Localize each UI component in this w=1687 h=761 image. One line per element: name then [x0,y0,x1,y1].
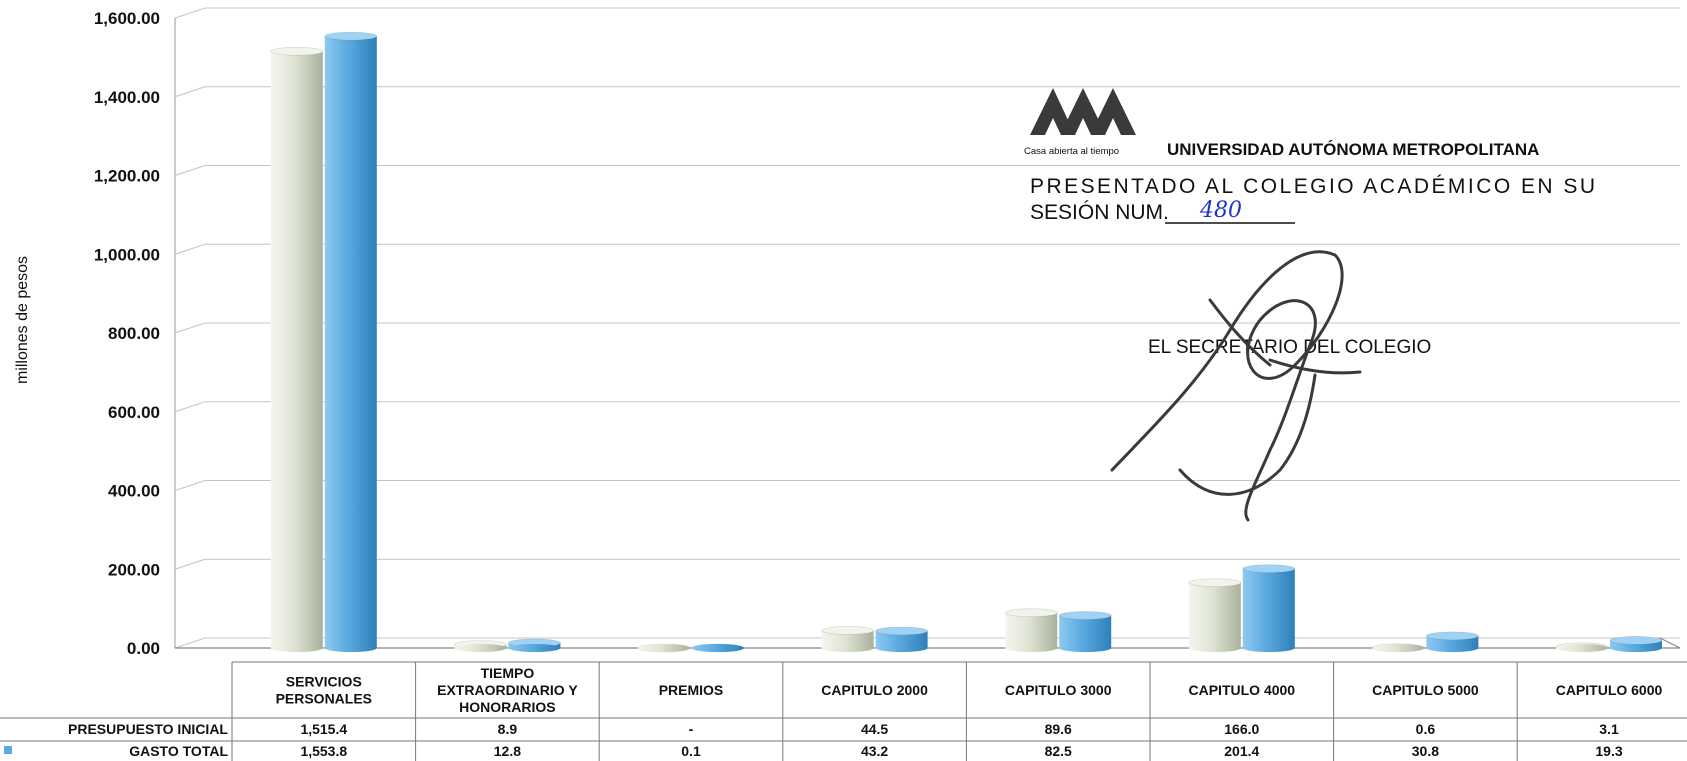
data-label: 12.8 [494,743,521,759]
data-label: - [689,721,694,737]
category-label: PREMIOS [659,682,724,698]
bar-cap [1426,631,1479,641]
gridlines [174,7,1681,649]
category-label: TIEMPO EXTRAORDINARIO Y HONORARIOS [437,665,578,715]
stamp-presented-line1: PRESENTADO AL COLEGIO ACADÉMICO EN SU [1030,175,1595,198]
bar-base [821,644,874,652]
signature [1110,250,1362,522]
uam-logo [1030,88,1136,135]
bar-base [454,644,507,652]
bar [324,36,377,649]
y-tick-label: 1,200.00 [94,167,160,186]
bar-cap [324,31,378,41]
gridline [174,637,1680,649]
data-label: 166.0 [1224,721,1259,737]
gridline [174,86,1680,98]
gridline [174,322,1680,334]
bar [821,630,874,648]
data-label: 0.1 [681,743,701,759]
data-label: 30.8 [1412,743,1439,759]
bar-base [875,644,928,652]
y-tick-label: 0.00 [127,639,160,658]
bar-base [508,644,561,652]
data-label: 1,515.4 [300,721,347,737]
y-tick-label: 200.00 [108,560,160,579]
bar-cap [1242,564,1296,573]
bar-base [270,644,323,652]
stamp-secretary: EL SECRETARIO DEL COLEGIO [1148,337,1431,358]
data-label: 201.4 [1224,743,1259,759]
bar-cap [1058,611,1112,620]
stamp-presented-line2: SESIÓN NUM. [1030,201,1169,224]
y-tick-label: 400.00 [108,482,160,501]
legend-swatch [4,746,12,754]
bar-base [324,644,377,652]
bar-base [1556,644,1608,652]
data-label: 0.6 [1416,721,1436,737]
bar-base [1372,644,1425,652]
bar-base [1059,644,1112,652]
data-label: 3.1 [1599,721,1619,737]
series-name: GASTO TOTAL [129,743,228,759]
bar-cap [270,47,324,56]
bar [1242,568,1295,648]
y-axis-label: millones de pesos [14,256,31,384]
bar-cap [875,626,928,636]
bar [1188,582,1241,648]
category-label: CAPITULO 4000 [1189,682,1296,698]
gridline [174,558,1680,570]
y-tick-label: 1,600.00 [94,9,160,28]
category-label: CAPITULO 3000 [1005,682,1112,698]
y-tick-label: 1,000.00 [94,245,160,264]
y-tick-label: 600.00 [108,403,160,422]
bar-cap [821,626,874,635]
bar [1059,615,1112,648]
stamp-tagline: Casa abierta al tiempo [1024,146,1119,157]
bar-cap [1004,608,1058,618]
bars [270,31,1663,653]
data-label: 43.2 [861,743,888,759]
bar-cap [1188,578,1242,587]
category-label: SERVICIOS PERSONALES [276,674,372,707]
stamp-session-number: 480 [1199,198,1242,223]
bar-cap [1609,636,1663,645]
data-label: 82.5 [1045,743,1072,759]
bar-base [1005,644,1058,652]
bar-base [1242,644,1295,652]
category-label: CAPITULO 5000 [1372,682,1479,698]
data-label: 89.6 [1045,721,1072,737]
bar [1005,612,1058,648]
y-tick-label: 800.00 [108,324,160,343]
data-label: 44.5 [861,721,888,737]
gridline [174,243,1680,255]
bar-base [1426,644,1479,652]
bar-base [1610,644,1662,652]
gridline [174,7,1680,19]
category-label: CAPITULO 2000 [821,682,928,698]
bar-base [638,644,690,652]
category-label: CAPITULO 6000 [1556,682,1663,698]
gridline [174,480,1680,491]
data-label: 19.3 [1595,743,1622,759]
bar-base [692,644,744,652]
bar-base [1188,644,1241,652]
bar [875,630,928,648]
data-label: 8.9 [498,721,518,737]
stamp-institution: UNIVERSIDAD AUTÓNOMA METROPOLITANA [1167,140,1539,159]
institution-stamp: Casa abierta al tiempo UNIVERSIDAD AUTÓN… [1024,88,1595,522]
y-tick-labels: 0.00 200.00 400.00 600.00 800.00 1,000.00 1,20… [94,9,160,658]
data-table: SERVICIOS PERSONALES TIEMPO EXTRAORDINARIO … [0,661,1687,761]
bar [270,51,323,648]
gridline [174,165,1680,176]
series-name: PRESUPUESTO INICIAL [68,721,228,737]
data-label: 1,553.8 [300,743,347,759]
y-tick-label: 1,400.00 [94,88,160,107]
gridline [174,401,1680,413]
